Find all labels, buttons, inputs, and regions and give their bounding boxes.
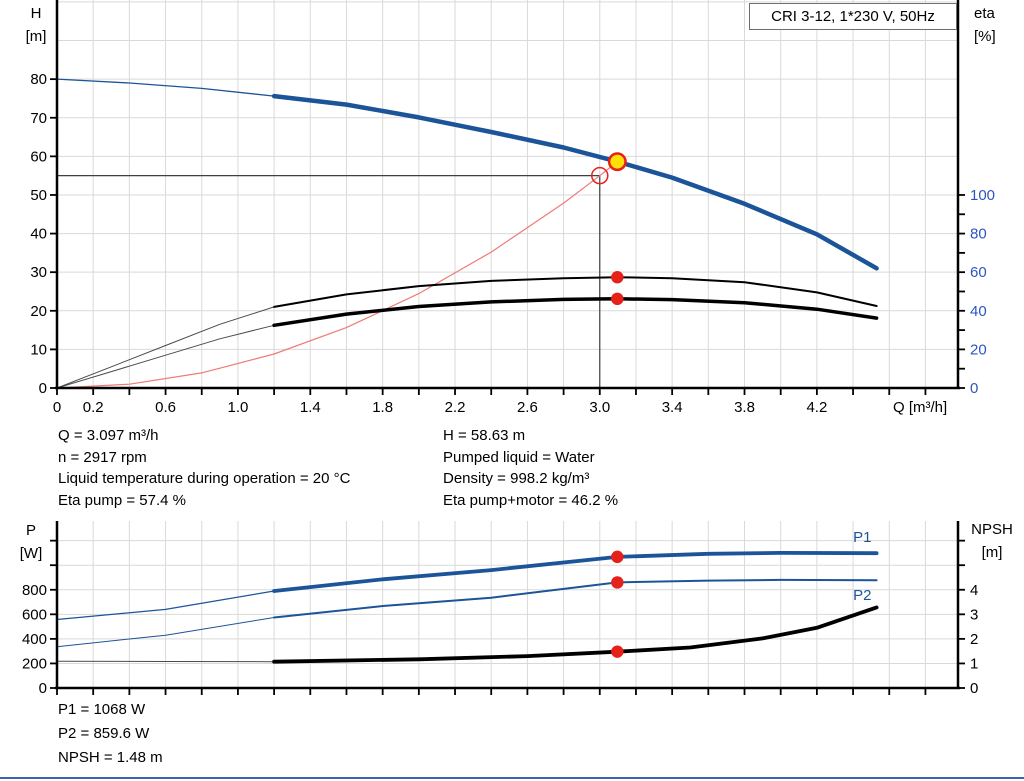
info-line-npsh: NPSH = 1.48 m (58, 749, 163, 766)
series-label-p1: P1 (853, 529, 871, 546)
p-axis-unit: [W] (19, 545, 43, 562)
eta-pump-motor-extension (56, 324, 275, 389)
eta-pump-curve (273, 276, 878, 308)
pump-title-box: CRI 3-12, 1*230 V, 50Hz (749, 3, 957, 30)
info-line-q: Q = 3.097 m³/h (58, 427, 159, 444)
x-tick-label: 0.6 (155, 399, 176, 416)
left-tick-label: 0 (39, 380, 47, 397)
info-line-eta-pump: Eta pump = 57.4 % (58, 491, 186, 509)
npsh-extension (56, 660, 275, 663)
left-tick-label: 10 (30, 341, 47, 358)
pump-curve-extension (56, 78, 275, 97)
right-tick-label: 60 (970, 264, 987, 281)
left-tick-label: 20 (30, 303, 47, 320)
p1-curve (272, 551, 879, 593)
info-block-top-left: Q = 3.097 m³/h n = 2917 rpm Liquid tempe… (58, 425, 350, 511)
npsh-axis-title: NPSH [m] (962, 518, 1022, 564)
operating-point (607, 152, 627, 172)
right-tick-label: 3 (970, 606, 978, 623)
right-tick-label: 1 (970, 655, 978, 672)
left-tick-label: 80 (30, 71, 47, 88)
right-tick-label: 40 (970, 303, 987, 320)
x-tick-label: 3.0 (589, 399, 610, 416)
pump-curve (271, 93, 879, 271)
p-axis-title-line: P (25, 522, 36, 539)
eta-pump-extension (56, 306, 275, 389)
eta-pump-motor-point (611, 292, 624, 306)
left-tick-label: 70 (30, 110, 47, 127)
npsh-curve (272, 605, 879, 664)
info-line-n: n = 2917 rpm (58, 448, 147, 466)
eta-pump-point (611, 270, 624, 284)
x-tick-label: 1.0 (227, 399, 248, 416)
series-label-p2: P2 (853, 587, 871, 604)
x-tick-label: 3.4 (662, 399, 683, 416)
x-tick-label: 0.2 (83, 399, 104, 416)
npsh-axis-unit: [m] (981, 544, 1003, 561)
system-curve (56, 161, 618, 389)
right-tick-label: 0 (970, 680, 978, 697)
x-tick-label: 0 (53, 399, 61, 416)
left-tick-label: 0 (39, 680, 47, 697)
left-tick-label: 40 (30, 226, 47, 243)
info-line-p1: P1 = 1068 W (58, 701, 146, 718)
p2-point (611, 576, 624, 589)
info-block-bottom: P1 = 1068 W P2 = 859.6 W NPSH = 1.48 m (58, 698, 163, 770)
left-tick-label: 600 (22, 606, 47, 623)
eta-pump-motor-curve (272, 297, 879, 328)
info-block-top-right: H = 58.63 m Pumped liquid = Water Densit… (443, 425, 618, 511)
right-tick-label: 20 (970, 341, 987, 358)
info-line-temp: Liquid temperature during operation = 20… (58, 470, 351, 488)
npsh-axis-title-line: NPSH (971, 521, 1013, 538)
h-axis-title-line: H (30, 5, 42, 22)
npsh-point (611, 645, 624, 658)
left-tick-label: 60 (30, 148, 47, 165)
right-tick-label: 80 (970, 226, 987, 243)
left-tick-label: 50 (30, 187, 47, 204)
p1-point (611, 550, 624, 564)
left-tick-label: 800 (22, 582, 47, 599)
info-line-density: Density = 998.2 kg/m³ (443, 470, 590, 488)
x-tick-label: 1.8 (372, 399, 393, 416)
eta-axis-title-line: eta (974, 5, 995, 22)
x-axis-unit-label: Q [m³/h] (893, 399, 947, 416)
x-tick-label: 2.6 (517, 399, 538, 416)
h-axis-unit: [m] (25, 28, 47, 45)
left-tick-label: 400 (22, 631, 47, 648)
right-tick-label: 4 (970, 582, 978, 599)
eta-axis-title: eta [%] (974, 2, 1020, 48)
x-tick-label: 2.2 (445, 399, 466, 416)
x-tick-label: 4.2 (806, 399, 827, 416)
info-line-liquid: Pumped liquid = Water (443, 448, 595, 466)
eta-axis-unit: [%] (974, 28, 996, 45)
info-line-eta-total: Eta pump+motor = 46.2 % (443, 491, 619, 509)
p1-extension (56, 590, 275, 621)
right-tick-label: 0 (970, 380, 978, 397)
info-line-p2: P2 = 859.6 W (58, 725, 150, 742)
p2-curve (273, 578, 878, 619)
p-axis-title: P [W] (10, 519, 52, 565)
p2-extension (56, 617, 275, 648)
duty-point (591, 166, 609, 185)
x-tick-label: 1.4 (300, 399, 321, 416)
left-tick-label: 200 (22, 655, 47, 672)
right-tick-label: 2 (970, 631, 978, 648)
info-line-h: H = 58.63 m (443, 427, 526, 444)
h-axis-title: H [m] (16, 2, 56, 48)
left-tick-label: 30 (30, 264, 47, 281)
right-tick-label: 100 (970, 187, 995, 204)
x-tick-label: 3.8 (734, 399, 755, 416)
